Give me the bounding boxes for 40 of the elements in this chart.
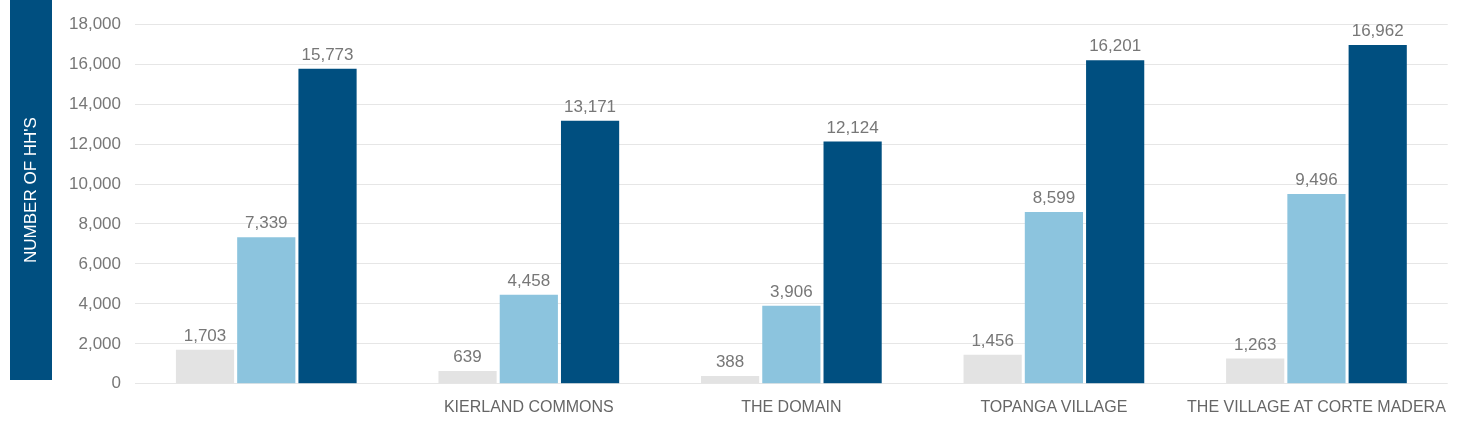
data-label: 9,496 <box>1295 170 1338 190</box>
bar <box>237 237 296 384</box>
y-tick-label: 14,000 <box>69 93 121 113</box>
data-label: 1,263 <box>1233 334 1277 354</box>
data-label: 1,703 <box>183 325 227 345</box>
x-tick-label: KIERLAND COMMONS <box>443 397 614 415</box>
x-tick-label: TOPANGA VILLAGE <box>980 397 1128 415</box>
bar <box>762 305 821 384</box>
x-tick-label: THE VILLAGE AT CORTE MADERA <box>1187 397 1447 415</box>
data-label: 16,201 <box>1089 36 1142 56</box>
y-tick-label: 8,000 <box>78 213 121 233</box>
data-label: 4,458 <box>507 270 551 290</box>
y-tick-label: 2,000 <box>78 333 121 353</box>
bar <box>560 120 620 384</box>
y-tick-label: 4,000 <box>78 293 121 313</box>
bar <box>1287 194 1346 384</box>
y-tick-label: 6,000 <box>78 253 121 273</box>
data-label: 8,599 <box>1032 188 1076 208</box>
data-label: 12,124 <box>826 117 879 137</box>
data-label: 639 <box>453 347 482 367</box>
y-tick-label: 10,000 <box>69 173 121 193</box>
y-tick-label: 18,000 <box>69 13 121 33</box>
y-axis-title: NUMBER OF HH'S <box>21 117 41 263</box>
bar <box>1086 60 1145 384</box>
y-tick-label: 0 <box>111 373 121 393</box>
data-label: 7,339 <box>244 213 288 233</box>
data-label: 3,906 <box>770 281 813 301</box>
y-tick-label: 16,000 <box>69 53 121 73</box>
bar <box>1348 44 1407 384</box>
y-tick-label: 12,000 <box>69 133 121 153</box>
data-label: 388 <box>715 352 745 372</box>
x-tick-label: THE DOMAIN <box>741 397 842 415</box>
data-label: 15,773 <box>301 44 354 64</box>
data-label: 16,962 <box>1351 21 1404 41</box>
data-label: 13,171 <box>564 96 617 116</box>
bar <box>823 141 882 384</box>
data-label: 1,456 <box>971 330 1014 350</box>
bar <box>499 294 558 384</box>
bar <box>298 68 357 384</box>
bar <box>1024 212 1083 384</box>
